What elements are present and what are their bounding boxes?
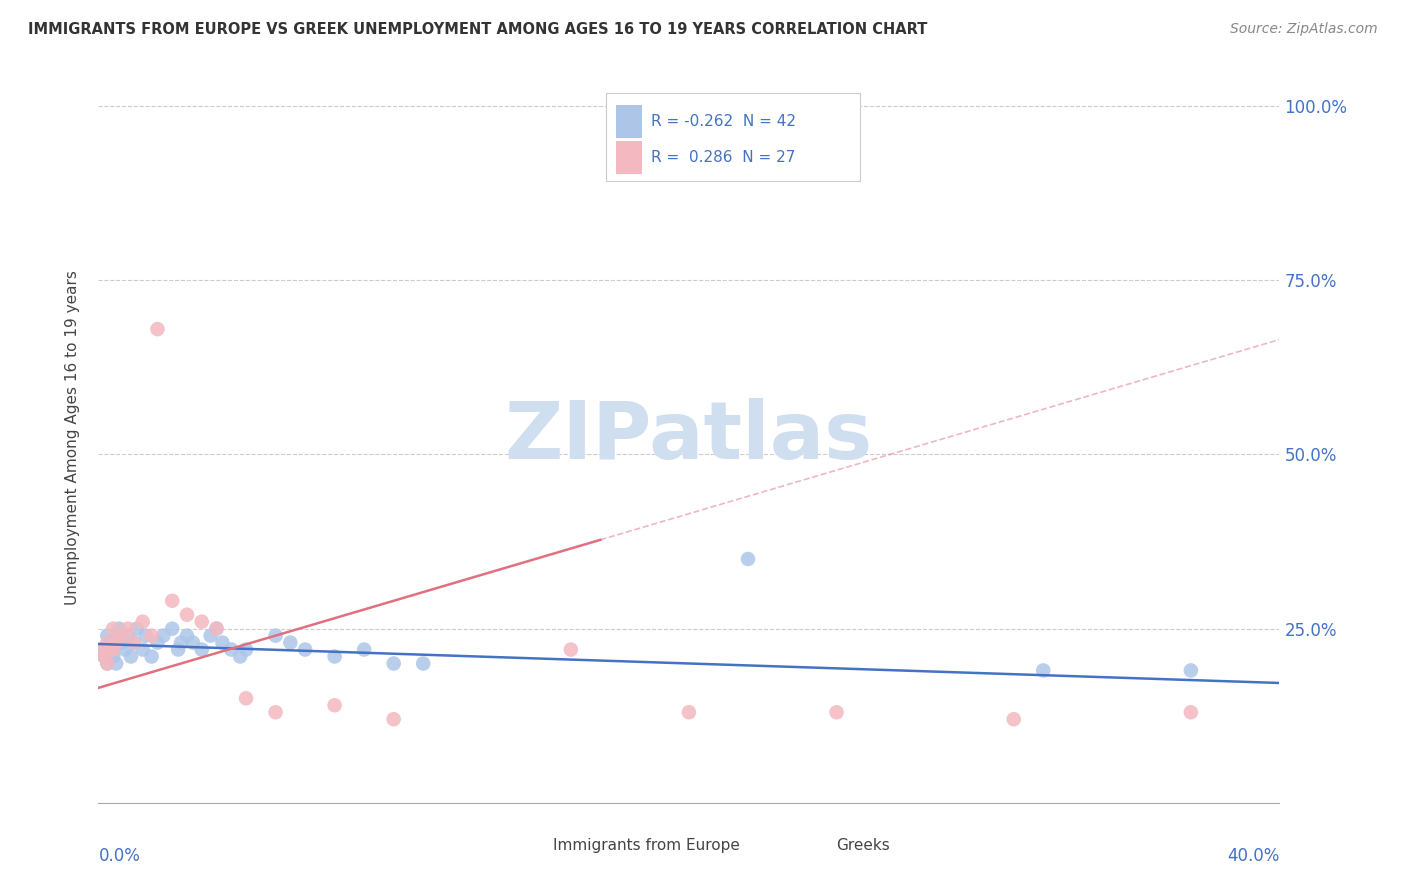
Point	[122, 635, 145, 649]
Point	[162, 622, 183, 636]
Point	[96, 629, 118, 643]
Point	[105, 657, 128, 671]
Bar	[616, 104, 641, 137]
Point	[98, 635, 121, 649]
Point	[825, 705, 848, 719]
Text: Greeks: Greeks	[837, 838, 890, 854]
Bar	[807, 836, 831, 856]
Point	[114, 642, 136, 657]
Point	[1180, 664, 1202, 678]
Point	[170, 635, 193, 649]
Text: 40.0%: 40.0%	[1227, 847, 1279, 864]
Point	[141, 649, 163, 664]
Point	[382, 712, 405, 726]
Text: Immigrants from Europe: Immigrants from Europe	[553, 838, 740, 854]
Point	[353, 642, 375, 657]
Point	[560, 642, 582, 657]
Text: R =  0.286  N = 27: R = 0.286 N = 27	[651, 150, 796, 165]
Point	[229, 649, 252, 664]
Text: Source: ZipAtlas.com: Source: ZipAtlas.com	[1230, 22, 1378, 37]
Point	[111, 629, 134, 643]
Point	[96, 657, 118, 671]
Point	[98, 642, 121, 657]
Point	[96, 635, 118, 649]
Point	[323, 698, 346, 713]
Point	[200, 629, 222, 643]
Point	[235, 691, 257, 706]
Text: ZIPatlas: ZIPatlas	[505, 398, 873, 476]
Point	[167, 642, 190, 657]
Point	[105, 635, 128, 649]
Bar	[616, 141, 641, 174]
Point	[1032, 664, 1054, 678]
Point	[93, 649, 115, 664]
Text: IMMIGRANTS FROM EUROPE VS GREEK UNEMPLOYMENT AMONG AGES 16 TO 19 YEARS CORRELATI: IMMIGRANTS FROM EUROPE VS GREEK UNEMPLOY…	[28, 22, 928, 37]
Point	[412, 657, 434, 671]
Point	[678, 705, 700, 719]
Point	[176, 629, 198, 643]
Point	[152, 629, 174, 643]
Point	[382, 657, 405, 671]
Point	[122, 635, 145, 649]
Point	[264, 705, 287, 719]
Y-axis label: Unemployment Among Ages 16 to 19 years: Unemployment Among Ages 16 to 19 years	[65, 269, 80, 605]
FancyBboxPatch shape	[606, 94, 860, 181]
Point	[103, 649, 125, 664]
Point	[146, 322, 169, 336]
Point	[205, 622, 228, 636]
Point	[211, 635, 233, 649]
Text: 0.0%: 0.0%	[98, 847, 141, 864]
Point	[1180, 705, 1202, 719]
Point	[141, 629, 163, 643]
Bar	[523, 836, 547, 856]
Point	[1002, 712, 1025, 726]
Point	[235, 642, 257, 657]
Point	[191, 615, 214, 629]
Point	[103, 622, 125, 636]
Point	[117, 629, 139, 643]
Point	[117, 622, 139, 636]
Point	[132, 615, 155, 629]
Point	[90, 642, 112, 657]
Point	[111, 635, 134, 649]
Point	[90, 642, 112, 657]
Point	[103, 642, 125, 657]
Point	[132, 642, 155, 657]
Point	[323, 649, 346, 664]
Point	[221, 642, 243, 657]
Point	[205, 622, 228, 636]
Point	[176, 607, 198, 622]
Point	[264, 629, 287, 643]
Point	[135, 629, 157, 643]
Point	[162, 594, 183, 608]
Point	[125, 622, 148, 636]
Point	[146, 635, 169, 649]
Point	[103, 642, 125, 657]
Point	[191, 642, 214, 657]
Point	[737, 552, 759, 566]
Point	[93, 649, 115, 664]
Point	[181, 635, 204, 649]
Point	[120, 649, 142, 664]
Point	[108, 622, 131, 636]
Point	[96, 657, 118, 671]
Text: R = -0.262  N = 42: R = -0.262 N = 42	[651, 113, 796, 128]
Point	[294, 642, 316, 657]
Point	[280, 635, 302, 649]
